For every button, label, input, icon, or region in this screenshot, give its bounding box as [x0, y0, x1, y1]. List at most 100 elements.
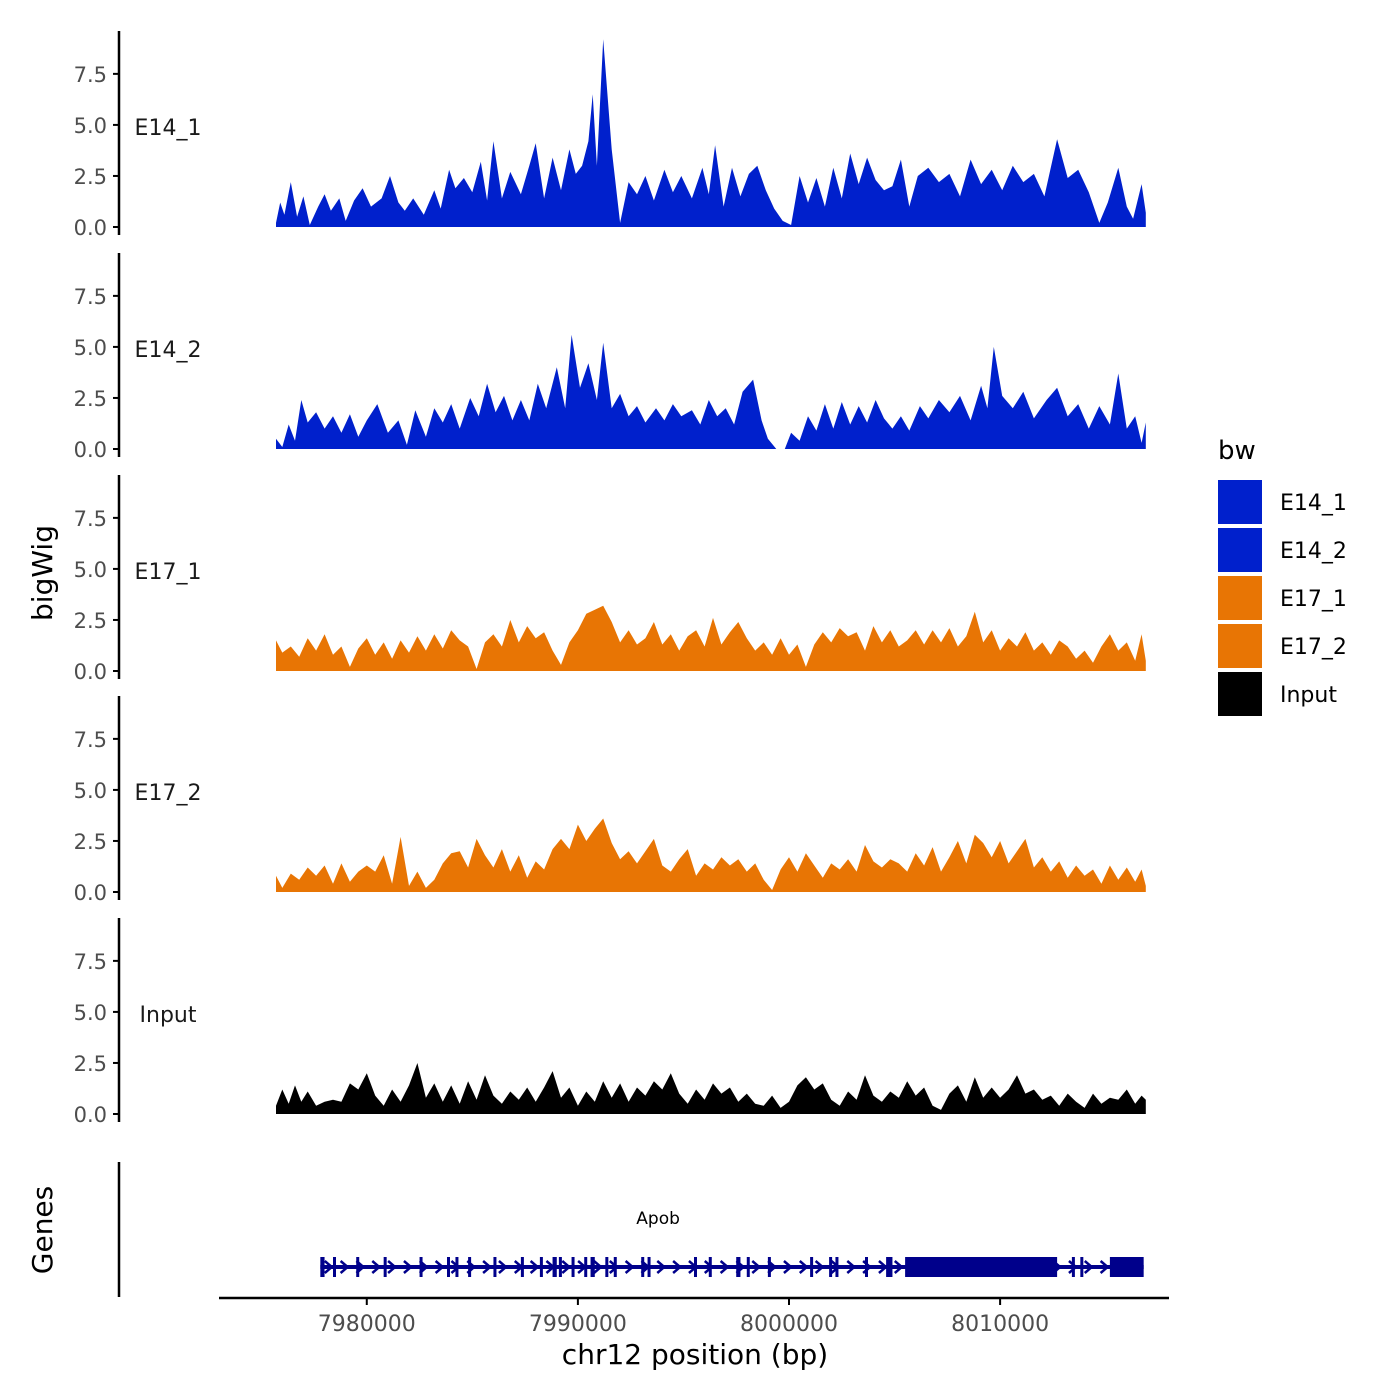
track-label-E14_1: E14_1 — [135, 116, 202, 141]
area-track-Input — [276, 1063, 1146, 1114]
gene-exon — [447, 1257, 450, 1277]
track-label-E17_1: E17_1 — [135, 560, 202, 585]
gene-exon — [558, 1257, 562, 1277]
track-label-Input: Input — [140, 1003, 197, 1028]
strand-arrow-icon — [498, 1260, 508, 1274]
legend-swatch-E17_1 — [1218, 576, 1262, 620]
gene-exon — [736, 1257, 741, 1277]
x-tick-label: 8010000 — [951, 1312, 1049, 1337]
area-track-E17_1 — [276, 605, 1146, 671]
gene-exon — [865, 1257, 868, 1277]
x-tick-label: 7980000 — [318, 1312, 416, 1337]
legend-label-E14_2: E14_2 — [1280, 539, 1347, 564]
gene-exon — [383, 1257, 387, 1277]
strand-arrow-icon — [814, 1260, 825, 1274]
gene-label: Apob — [636, 1209, 680, 1229]
strand-arrow-icon — [783, 1260, 793, 1274]
legend-swatch-E17_2 — [1218, 624, 1262, 668]
gene-exon — [455, 1257, 459, 1277]
y-tick-label: 5.0 — [74, 779, 107, 803]
gene-exon — [810, 1257, 814, 1277]
strand-arrow-icon — [434, 1260, 445, 1274]
strand-arrow-icon — [751, 1260, 762, 1274]
strand-arrow-icon — [1083, 1260, 1094, 1274]
legend-title: bw — [1218, 436, 1256, 466]
gene-exon — [1071, 1257, 1075, 1277]
y-tick-label: 0.0 — [74, 216, 107, 240]
gene-exon — [694, 1257, 697, 1277]
y-tick-label: 7.5 — [74, 63, 107, 87]
y-tick-label: 2.5 — [74, 165, 107, 189]
area-track-E14_1 — [276, 39, 1146, 228]
gene-exon — [647, 1257, 651, 1277]
gene-exon — [356, 1257, 360, 1277]
gene-exon — [584, 1257, 588, 1277]
y-tick-label: 5.0 — [74, 1001, 107, 1025]
strand-arrow-icon — [561, 1260, 572, 1274]
y-tick-label: 7.5 — [74, 950, 107, 974]
gene-exon — [493, 1257, 497, 1277]
y-tick-label: 2.5 — [74, 609, 107, 633]
area-track-E17_2 — [276, 818, 1146, 892]
y-tick-label: 0.0 — [74, 1103, 107, 1127]
strand-arrow-icon — [846, 1260, 857, 1274]
strand-arrow-icon — [593, 1260, 603, 1274]
legend-label-E17_1: E17_1 — [1280, 587, 1347, 612]
strand-arrow-icon — [703, 1260, 714, 1274]
area-track-E14_2 — [276, 334, 1146, 449]
gene-exon — [767, 1257, 771, 1277]
strand-arrow-icon — [529, 1260, 540, 1274]
gene-exon — [520, 1257, 524, 1277]
strand-arrow-icon — [624, 1260, 635, 1274]
legend-label-E14_1: E14_1 — [1280, 491, 1347, 516]
gene-exon — [641, 1257, 645, 1277]
gene-exon — [905, 1257, 1058, 1277]
strand-arrow-icon — [403, 1260, 413, 1274]
gene-exon — [419, 1257, 423, 1277]
y-tick-label: 5.0 — [74, 336, 107, 360]
y-tick-label: 0.0 — [74, 660, 107, 684]
gene-exon — [571, 1257, 575, 1277]
strand-arrow-icon — [323, 1260, 334, 1274]
y-tick-label: 5.0 — [74, 558, 107, 582]
y-tick-label: 5.0 — [74, 114, 107, 138]
y-tick-label: 7.5 — [74, 285, 107, 309]
strand-arrow-icon — [798, 1260, 809, 1274]
gene-exon — [333, 1257, 336, 1277]
legend-swatch-E14_2 — [1218, 528, 1262, 572]
strand-arrow-icon — [371, 1260, 382, 1274]
gene-exon — [605, 1257, 609, 1277]
gene-exon — [468, 1257, 472, 1277]
gene-exon — [1080, 1257, 1084, 1277]
strand-arrow-icon — [339, 1260, 350, 1274]
strand-arrow-icon — [672, 1260, 683, 1274]
track-label-E17_2: E17_2 — [135, 781, 202, 806]
y-tick-label: 0.0 — [74, 881, 107, 905]
legend-swatch-E14_1 — [1218, 480, 1262, 524]
gene-exon — [708, 1257, 712, 1277]
strand-arrow-icon — [656, 1260, 667, 1274]
y-axis-title: bigWig — [26, 525, 59, 621]
gene-exon — [539, 1257, 543, 1277]
gene-exon — [886, 1257, 893, 1277]
y-tick-label: 2.5 — [74, 387, 107, 411]
gene-exon — [835, 1257, 839, 1277]
strand-arrow-icon — [878, 1260, 888, 1274]
legend-swatch-Input — [1218, 672, 1262, 716]
gene-exon — [829, 1257, 833, 1277]
strand-arrow-icon — [1068, 1260, 1078, 1274]
gene-exon — [320, 1257, 325, 1277]
track-label-E14_2: E14_2 — [135, 338, 202, 363]
legend-label-Input: Input — [1280, 683, 1337, 708]
gene-exon — [1109, 1257, 1144, 1277]
strand-arrow-icon — [387, 1260, 398, 1274]
x-axis-title: chr12 position (bp) — [562, 1338, 828, 1371]
gene-exon — [552, 1257, 557, 1277]
strand-arrow-icon — [1099, 1260, 1110, 1274]
strand-arrow-icon — [893, 1260, 904, 1274]
strand-arrow-icon — [608, 1260, 619, 1274]
gene-exon — [613, 1257, 617, 1277]
y-tick-label: 0.0 — [74, 438, 107, 462]
